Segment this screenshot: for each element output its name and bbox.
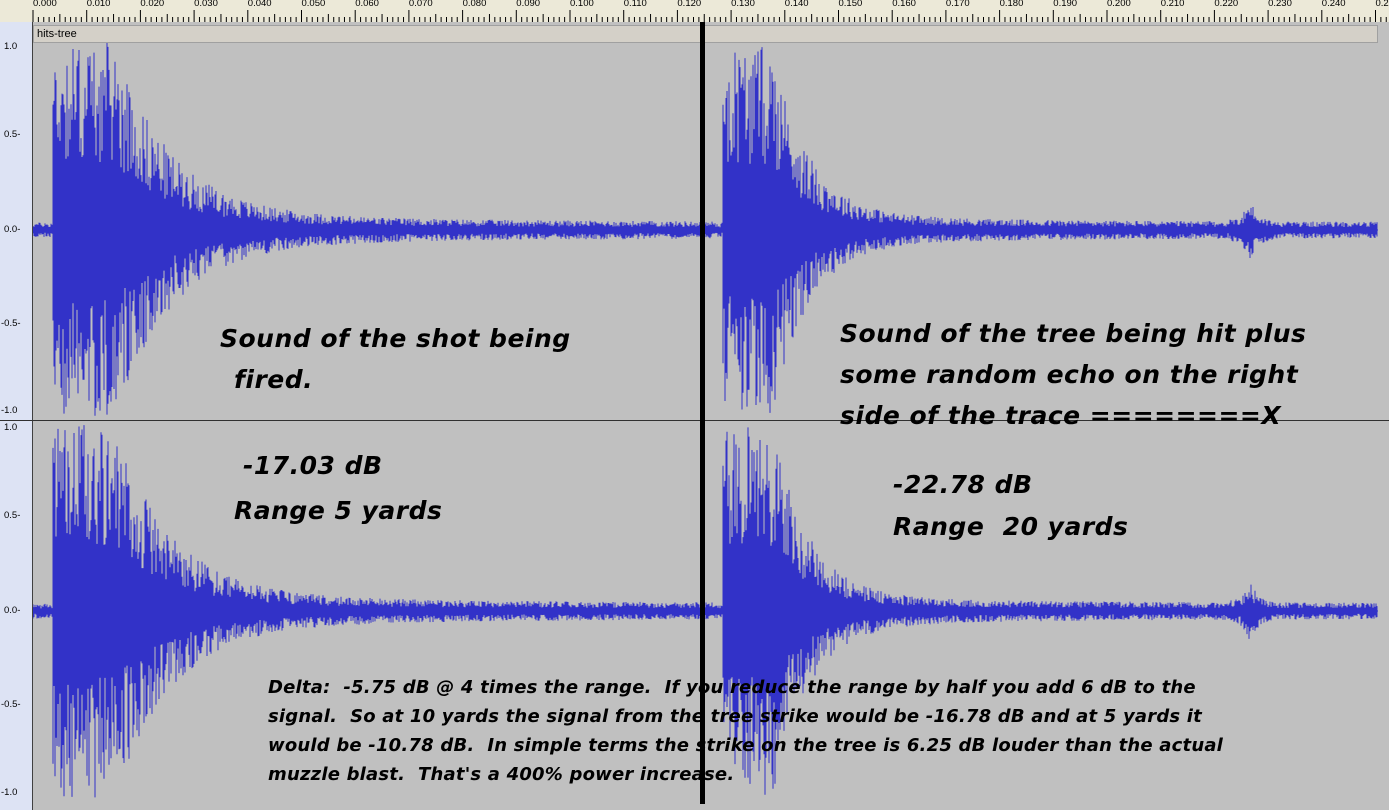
ruler-tick-label: 0.000 [33, 0, 57, 9]
annotation-delta-line2: signal. So at 10 yards the signal from t… [268, 706, 1202, 727]
annotation-shot-line2: fired. [234, 365, 314, 394]
annotation-shot-line1: Sound of the shot being [220, 324, 571, 353]
scale-label-bottom-1: 1.0 [4, 422, 18, 433]
scale-label-top-1: 1.0 [4, 41, 18, 52]
ruler-tick-label: 0.200 [1107, 0, 1131, 9]
ruler-tick-label: 0.120 [677, 0, 702, 9]
track-name[interactable]: hits-tree [33, 25, 1378, 43]
scale-label-bottom-n05: -0.5- [1, 699, 21, 710]
ruler-tick-label: 0.170 [945, 0, 970, 9]
annotation-tree: Sound of the tree being hit plus some ran… [840, 313, 1306, 436]
ruler-tick-label: 0.080 [462, 0, 487, 9]
scale-label-bottom-0: 0.0- [4, 605, 21, 616]
scale-label-bottom-05: 0.5- [4, 510, 21, 521]
ruler-tick-label: 0.190 [1053, 0, 1078, 9]
playhead-cursor[interactable] [700, 22, 705, 804]
scale-label-top-05: 0.5- [4, 129, 21, 140]
scale-label-top-n1: -1.0 [1, 405, 18, 416]
right-range-value: Range 20 yards [893, 512, 1129, 541]
timeline-ruler[interactable]: 0.000 0.010 0.020 0.030 0.040 0.050 0.060 0.070… [0, 0, 1389, 23]
channel-divider [0, 420, 1389, 421]
ruler-tick-label: 0.030 [194, 0, 218, 9]
ruler-tick-label: 0.110 [623, 0, 647, 9]
ruler-tick-label: 0.020 [140, 0, 165, 9]
right-db-value: -22.78 dB [893, 470, 1033, 499]
ruler-tick-label: 0.070 [408, 0, 433, 9]
annotation-delta-line4: muzzle blast. That's a 400% power increa… [268, 764, 735, 785]
ruler-tick-label: 0.160 [892, 0, 916, 9]
audio-track[interactable]: hits-tree [33, 22, 1389, 810]
scale-label-bottom-n1: -1.0 [1, 787, 18, 798]
ruler-tick-label: 0.230 [1268, 0, 1292, 9]
annotation-delta-line1: Delta: -5.75 dB @ 4 times the range. If … [268, 677, 1196, 698]
left-range-value: Range 5 yards [234, 496, 443, 525]
ruler-tick-label: 0.220 [1214, 0, 1239, 9]
amplitude-scale: 1.0 0.5- 0.0- -0.5- -1.0 1.0 0.5- 0.0- -… [0, 22, 33, 810]
ruler-tick-label: 0.100 [570, 0, 594, 9]
ruler-tick-label: 0.050 [301, 0, 326, 9]
annotation-tree-line2: some random echo on the right [840, 360, 1299, 389]
annotation-tree-line3: side of the trace ========X [840, 401, 1282, 430]
ruler-tick-label: 0.210 [1160, 0, 1185, 9]
ruler-tick-label: 0.250 [1375, 0, 1389, 9]
ruler-tick-label: 0.060 [355, 0, 379, 9]
annotation-shot: Sound of the shot being fired. [220, 318, 571, 400]
waveform[interactable] [33, 22, 1389, 810]
scale-label-top-0: 0.0- [4, 224, 21, 235]
scale-label-top-n05: -0.5- [1, 318, 21, 329]
ruler-tick-label: 0.140 [784, 0, 809, 9]
annotation-tree-line1: Sound of the tree being hit plus [840, 319, 1307, 348]
ruler-ticks [32, 10, 1387, 22]
ruler-tick-label: 0.090 [516, 0, 541, 9]
ruler-tick-label: 0.040 [247, 0, 272, 9]
ruler-tick-label: 0.240 [1321, 0, 1346, 9]
ruler-tick-label: 0.180 [999, 0, 1024, 9]
annotation-delta-line3: would be -10.78 dB. In simple terms the … [268, 735, 1224, 756]
annotation-delta: Delta: -5.75 dB @ 4 times the range. If … [268, 673, 1223, 789]
left-db-value: -17.03 dB [243, 451, 383, 480]
ruler-tick-label: 0.010 [86, 0, 111, 9]
ruler-tick-label: 0.150 [838, 0, 863, 9]
ruler-tick-label: 0.130 [731, 0, 755, 9]
